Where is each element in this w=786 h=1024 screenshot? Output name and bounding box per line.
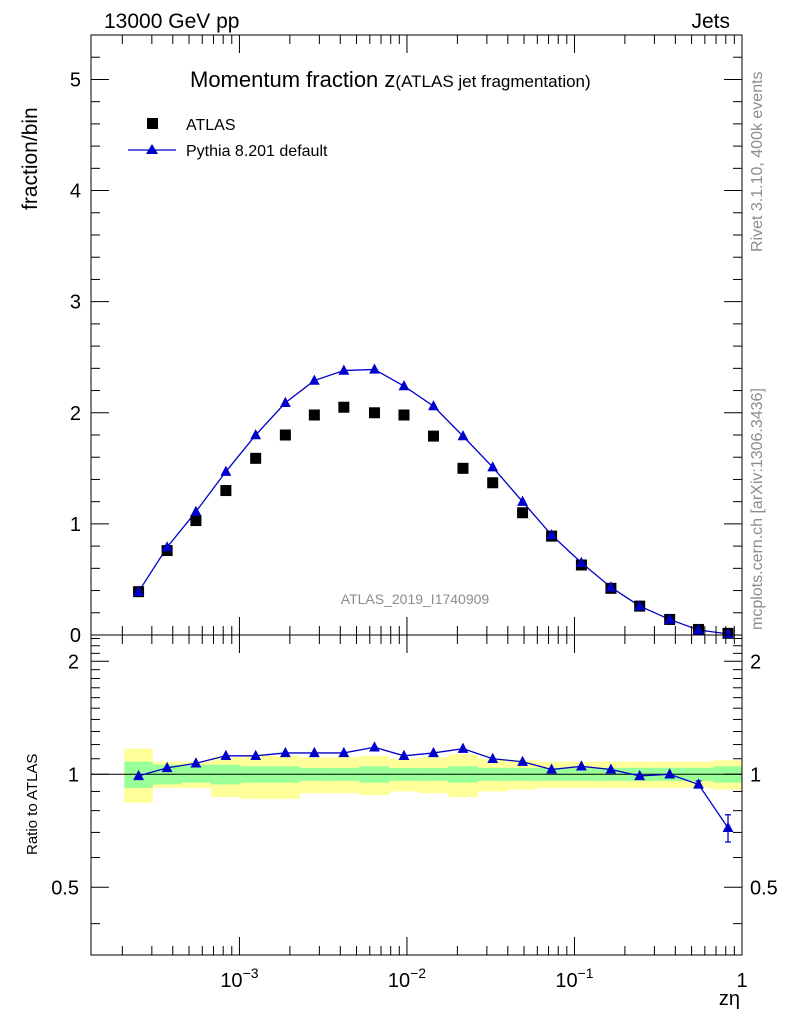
x-axis-tick-labels: 10−3 10−2 10−1 1 bbox=[220, 965, 747, 992]
ratio-pythia-point bbox=[161, 761, 173, 773]
atlas-point bbox=[279, 429, 291, 441]
ratio-plot: 0.5 0.5 1 1 2 2 Ratio to ATLAS bbox=[24, 634, 778, 956]
plot-title-sub: (ATLAS jet fragmentation) bbox=[395, 72, 590, 91]
ratio-pythia-point bbox=[517, 755, 528, 766]
atlas-point bbox=[220, 485, 232, 497]
ratio-y-tick-label: 2 bbox=[68, 651, 79, 673]
pythia-point bbox=[546, 529, 557, 540]
ratio-pythia-point bbox=[133, 769, 144, 781]
main-y-tick-label: 3 bbox=[70, 292, 81, 314]
atlas-point bbox=[368, 407, 380, 419]
plot-title-main: Momentum fraction z bbox=[190, 67, 395, 92]
pythia-point bbox=[664, 613, 676, 624]
ratio-pythia-point bbox=[546, 763, 557, 774]
main-plot-axes: 0 1 2 3 4 5 bbox=[70, 34, 743, 647]
pythia-point bbox=[576, 556, 587, 567]
x-tick-label: 10−1 bbox=[555, 965, 593, 992]
legend-pythia-label: Pythia 8.201 default bbox=[186, 143, 328, 160]
legend: ATLAS Pythia 8.201 default bbox=[128, 117, 328, 160]
ratio-pythia-point bbox=[220, 749, 232, 761]
pythia-point bbox=[634, 600, 646, 611]
legend-atlas-marker bbox=[147, 118, 158, 129]
ratio-pythia-point bbox=[250, 749, 262, 761]
main-y-tick-label: 1 bbox=[70, 514, 81, 536]
ratio-pythia-point bbox=[634, 769, 646, 781]
process-label: 13000 GeV pp bbox=[104, 10, 239, 33]
ratio-pythia-point bbox=[308, 746, 320, 758]
ratio-pythia-point bbox=[338, 746, 350, 758]
x-tick-label: 1 bbox=[736, 970, 747, 992]
atlas-point bbox=[517, 507, 529, 519]
category-label: Jets bbox=[691, 10, 730, 33]
ratio-pythia-point bbox=[576, 760, 587, 771]
atlas-point bbox=[250, 452, 262, 464]
ratio-inner-band bbox=[181, 764, 211, 783]
ratio-pythia-point bbox=[398, 749, 410, 761]
pythia-point bbox=[428, 400, 439, 411]
pythia-point bbox=[338, 364, 350, 375]
rivet-info-label: Rivet 3.1.10, 400k events bbox=[749, 71, 766, 252]
pythia-point bbox=[190, 505, 202, 516]
ratio-pythia-point bbox=[190, 757, 202, 768]
ratio-pythia-point bbox=[457, 742, 469, 753]
ratio-y-tick-label: 0.5 bbox=[51, 877, 79, 899]
pythia-point bbox=[487, 461, 499, 472]
pythia-point bbox=[693, 624, 704, 635]
pythia-point bbox=[398, 380, 410, 391]
legend-atlas-label: ATLAS bbox=[186, 117, 236, 134]
pythia-point bbox=[250, 429, 262, 440]
atlas-point bbox=[457, 462, 469, 474]
main-y-tick-label: 5 bbox=[70, 69, 81, 91]
main-y-tick-label: 2 bbox=[70, 403, 81, 425]
pythia-point bbox=[161, 541, 173, 552]
legend-pythia-marker bbox=[146, 144, 158, 154]
x-tick-label: 10−3 bbox=[220, 965, 258, 992]
ratio-pythia-point bbox=[722, 821, 734, 833]
atlas-point bbox=[487, 477, 499, 489]
ratio-pythia-point bbox=[664, 768, 676, 779]
ratio-pythia-point bbox=[279, 746, 291, 758]
ratio-pythia-point bbox=[605, 763, 617, 774]
atlas-point bbox=[338, 401, 350, 413]
mcplots-info-label: mcplots.cern.ch [arXiv:1306.3436] bbox=[749, 388, 766, 630]
ratio-y-axis-label: Ratio to ATLAS bbox=[24, 754, 41, 855]
atlas-point bbox=[398, 409, 410, 421]
pythia-point bbox=[279, 396, 291, 407]
main-y-axis-label: fraction/bin bbox=[19, 107, 42, 210]
atlas-point bbox=[427, 430, 439, 442]
atlas-point bbox=[190, 515, 202, 527]
atlas-point bbox=[308, 409, 320, 421]
pythia-point bbox=[369, 363, 380, 374]
ratio-y-tick-label: 0.5 bbox=[750, 877, 778, 899]
ratio-pythia-point bbox=[369, 741, 380, 752]
main-y-tick-label: 0 bbox=[70, 625, 81, 647]
main-plot: 0 1 2 3 4 5 Momentum fraction z(ATLAS jet fra… bbox=[19, 34, 743, 647]
pythia-point bbox=[220, 465, 232, 476]
analysis-watermark: ATLAS_2019_I1740909 bbox=[341, 591, 490, 607]
pythia-point bbox=[133, 585, 144, 596]
pythia-point bbox=[517, 495, 528, 506]
pythia-point bbox=[605, 581, 617, 592]
ratio-y-tick-label: 1 bbox=[68, 764, 79, 786]
ratio-pythia-point bbox=[693, 778, 704, 789]
ratio-pythia-point bbox=[487, 752, 499, 763]
ratio-pythia-point bbox=[428, 746, 439, 758]
x-axis-label: zη bbox=[719, 988, 740, 1010]
pythia-point bbox=[308, 374, 320, 385]
plot-title: Momentum fraction z(ATLAS jet fragmentat… bbox=[190, 67, 591, 92]
ratio-y-tick-label: 1 bbox=[750, 764, 761, 786]
ratio-plot-frame bbox=[90, 634, 743, 956]
pythia-point bbox=[457, 430, 469, 441]
main-y-tick-label: 4 bbox=[70, 181, 81, 203]
ratio-plot-axes: 0.5 0.5 1 1 2 2 bbox=[51, 635, 778, 955]
ratio-y-tick-label: 2 bbox=[750, 651, 761, 673]
x-tick-label: 10−2 bbox=[388, 965, 426, 992]
